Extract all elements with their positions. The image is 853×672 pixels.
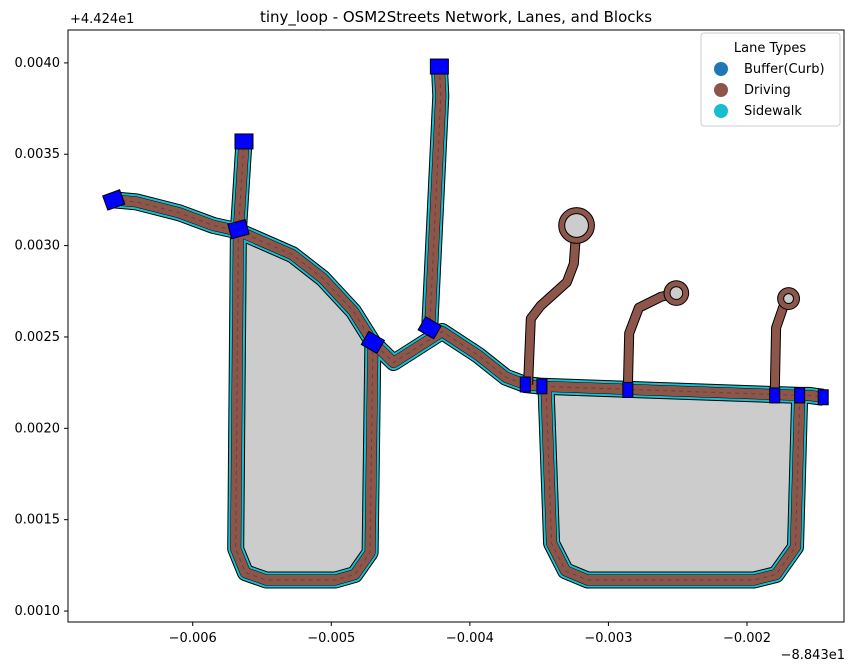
driveway-1-driving (524, 225, 581, 385)
road-north-right-centerline (429, 66, 442, 328)
x-tick-label: −0.005 (307, 631, 355, 646)
y-tick-label: 0.0015 (15, 513, 61, 528)
road-north-left-driving (233, 141, 249, 232)
y-tick-label: 0.0040 (15, 56, 61, 71)
cul-de-sac-2-center (669, 286, 684, 300)
node-north-right (429, 58, 449, 75)
x-tick-label: −0.002 (723, 631, 771, 646)
node-e1 (519, 376, 531, 393)
cul-de-sac-3-center (783, 293, 794, 305)
legend-marker (714, 62, 728, 76)
legend-label: Sidewalk (744, 104, 802, 119)
legend-frame (700, 32, 841, 127)
y-tick-label: 0.0010 (15, 604, 61, 619)
node-center (417, 316, 442, 340)
y-tick-label: 0.0035 (15, 147, 61, 162)
x-tick-label: −0.004 (446, 631, 494, 646)
y-offset-label: +4.424e1 (70, 12, 134, 27)
x-axis: −0.006 −0.005 −0.004 −0.003 −0.002 (169, 622, 771, 646)
y-tick-label: 0.0030 (15, 239, 61, 254)
legend: Lane Types Buffer(Curb) Driving Sidewalk (700, 32, 841, 127)
driveway-1-outline (523, 225, 582, 385)
legend-marker (714, 83, 728, 97)
legend-marker (714, 104, 728, 118)
node-e4 (769, 387, 781, 404)
y-tick-label: 0.0025 (15, 330, 61, 345)
block-right (546, 393, 800, 580)
legend-entries: Buffer(Curb) Driving Sidewalk (714, 62, 825, 119)
cul-de-sac-1-center (564, 213, 589, 238)
chart-title: tiny_loop - OSM2Streets Network, Lanes, … (260, 8, 652, 27)
node-east (817, 389, 829, 406)
legend-label: Buffer(Curb) (744, 62, 825, 77)
y-tick-label: 0.0020 (15, 421, 61, 436)
block-left (235, 229, 373, 580)
road-main-driving (113, 194, 824, 403)
x-tick-label: −0.003 (584, 631, 632, 646)
axes-frame (67, 29, 845, 623)
road-north-left-centerline (237, 141, 245, 232)
x-offset-label: −8.843e1 (781, 648, 845, 663)
road-loop-right-centerline (545, 389, 801, 581)
plot-area (67, 29, 845, 623)
node-e5 (794, 387, 806, 404)
legend-title: Lane Types (734, 41, 806, 56)
road-main-centerline (113, 199, 824, 398)
node-nw (227, 218, 250, 240)
node-north-left (234, 133, 254, 150)
node-e2 (536, 378, 548, 395)
road-loop-left-centerline (235, 230, 374, 581)
driveway-2-driving (623, 289, 678, 391)
node-west (102, 189, 126, 211)
legend-label: Driving (744, 83, 791, 98)
node-e3 (622, 381, 634, 398)
node-mid (360, 330, 386, 355)
x-tick-label: −0.006 (169, 631, 217, 646)
y-axis: 0.0010 0.0015 0.0020 0.0025 0.0030 0.0035 0.00… (15, 56, 68, 619)
